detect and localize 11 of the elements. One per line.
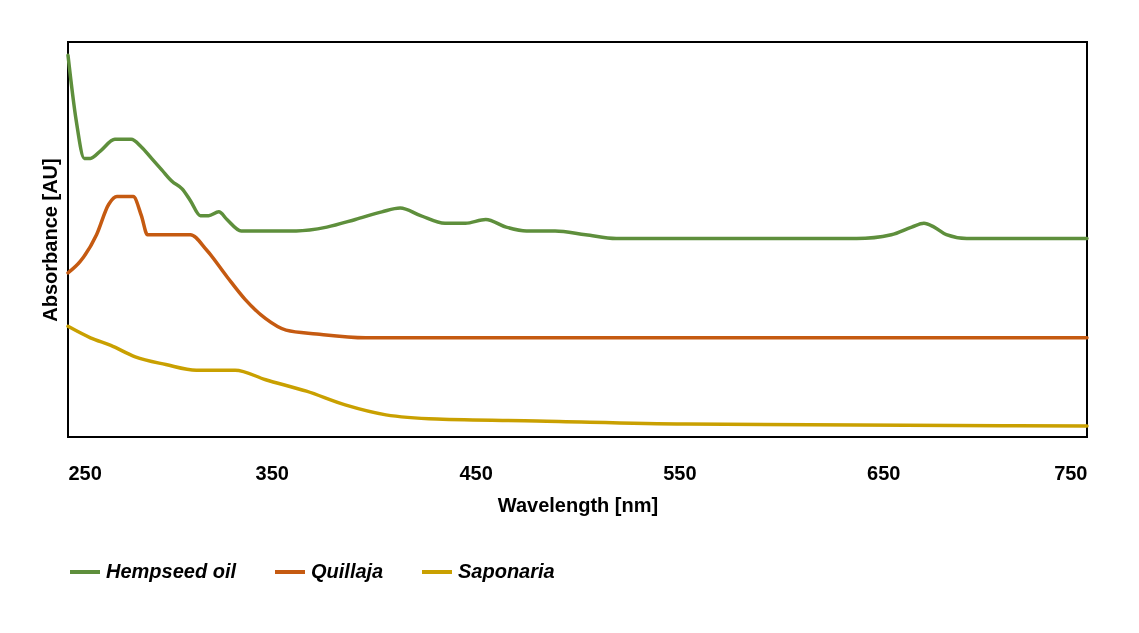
x-axis-title: Wavelength [nm] — [497, 493, 659, 516]
x-tick-label: 250 — [68, 461, 102, 484]
x-tick-label: 350 — [255, 461, 289, 484]
legend-label: Quillaja — [311, 560, 384, 582]
x-tick-label: 750 — [1054, 461, 1088, 484]
y-axis-title: Absorbance [AU] — [38, 158, 61, 322]
x-tick-label: 650 — [867, 461, 901, 484]
x-tick-label: 450 — [459, 461, 493, 484]
legend-label: Saponaria — [458, 560, 555, 582]
x-tick-label: 550 — [663, 461, 697, 484]
legend-label: Hempseed oil — [106, 560, 237, 582]
